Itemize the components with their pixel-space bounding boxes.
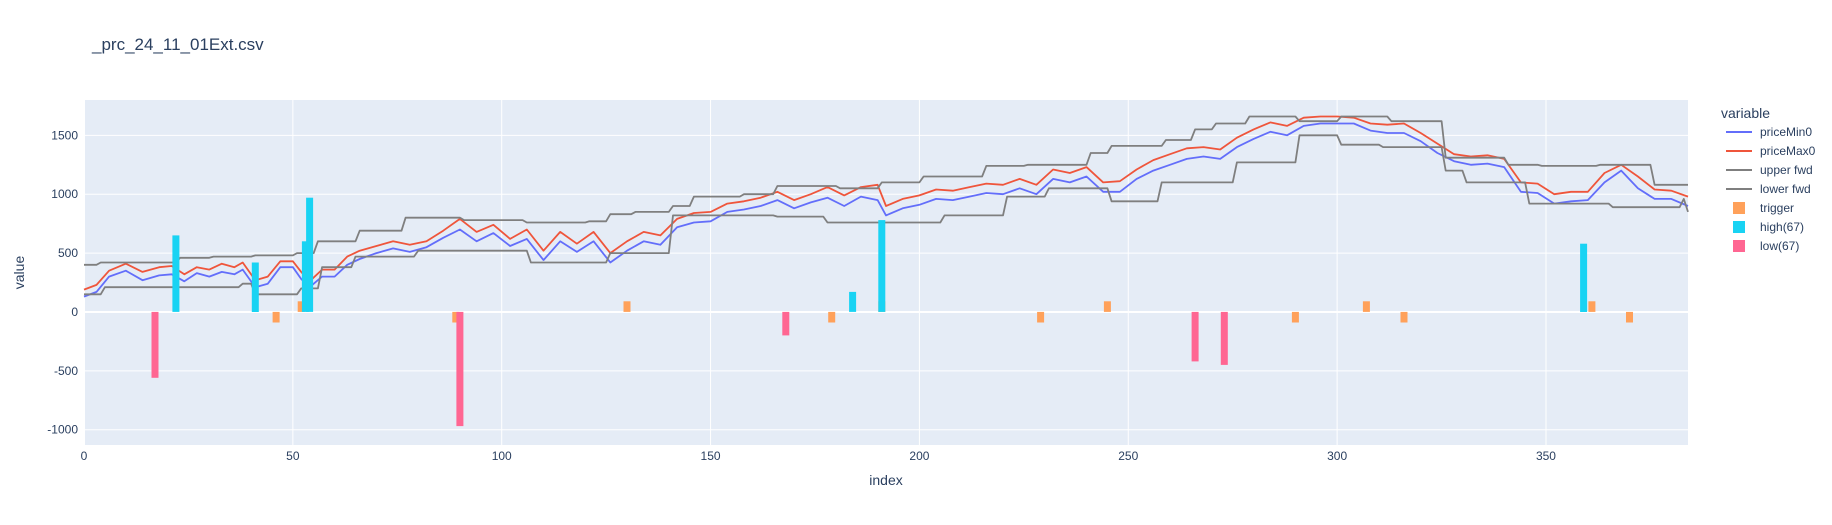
legend-label: trigger (1760, 201, 1794, 215)
x-tick-label: 200 (909, 449, 929, 463)
bar-trigger (272, 311, 280, 323)
legend-label: lower fwd (1760, 182, 1811, 196)
legend-item-pricemin0[interactable]: priceMin0 (1726, 125, 1812, 139)
legend-item-low-67[interactable]: low(67) (1733, 239, 1799, 253)
bar-trigger (1291, 311, 1299, 323)
plot-background (84, 100, 1688, 445)
legend-label: priceMin0 (1760, 125, 1812, 139)
x-tick-label: 250 (1118, 449, 1138, 463)
bar-trigger (1588, 301, 1596, 312)
x-tick-label: 0 (81, 449, 88, 463)
bar-trigger (1400, 311, 1408, 323)
bar-low-67 (782, 311, 790, 336)
bar-high-67 (306, 197, 314, 312)
series-line-lower-fwd (84, 134, 1689, 296)
bar-high-67 (172, 235, 180, 312)
legend-swatch (1733, 221, 1745, 233)
bar-high-67 (849, 291, 857, 312)
bar-high-67 (251, 262, 259, 312)
bar-trigger (452, 311, 460, 323)
y-tick-label: 0 (71, 305, 78, 319)
legend-title: variable (1721, 105, 1770, 121)
x-axis-title: index (869, 472, 902, 488)
legend-item-upper-fwd[interactable]: upper fwd (1726, 163, 1813, 177)
legend-label: low(67) (1760, 239, 1799, 253)
plot-area (83, 100, 1689, 445)
series-line-upper-fwd (84, 115, 1688, 266)
legend-label: high(67) (1760, 220, 1804, 234)
bar-low-67 (151, 311, 159, 378)
legend-label: priceMax0 (1760, 144, 1816, 158)
bar-trigger (623, 301, 631, 312)
legend-item-pricemax0[interactable]: priceMax0 (1726, 144, 1816, 158)
legend-swatch (1733, 240, 1745, 252)
x-tick-label: 50 (286, 449, 300, 463)
legend[interactable]: variable priceMin0 priceMax0 upper fwd lowe… (1721, 105, 1816, 253)
bar-high-67 (878, 220, 886, 312)
y-tick-label: 1000 (51, 187, 78, 201)
bar-high-67 (301, 241, 309, 312)
x-tick-label: 100 (492, 449, 512, 463)
bar-high-67 (1580, 243, 1588, 312)
series-line-pricemin0 (83, 122, 1689, 298)
chart-title: _prc_24_11_01Ext.csv (91, 35, 264, 54)
bar-trigger (1103, 301, 1111, 312)
legend-item-high-67[interactable]: high(67) (1733, 220, 1804, 234)
legend-swatch (1733, 202, 1745, 214)
legend-item-trigger[interactable]: trigger (1733, 201, 1794, 215)
series-line-pricemax0 (83, 115, 1689, 291)
y-tick-label: -1000 (47, 423, 78, 437)
bar-low-67 (1220, 311, 1228, 365)
bar-low-67 (1191, 311, 1199, 362)
bar-trigger (1626, 311, 1633, 323)
y-tick-label: 1500 (51, 128, 78, 142)
y-axis-title: value (11, 256, 27, 290)
legend-label: upper fwd (1760, 163, 1813, 177)
y-tick-label: -500 (54, 364, 78, 378)
legend-item-lower-fwd[interactable]: lower fwd (1726, 182, 1811, 196)
bar-low-67 (456, 311, 464, 427)
bar-trigger (297, 301, 305, 312)
y-tick-label: 500 (58, 246, 78, 260)
bar-trigger (1362, 301, 1370, 312)
bar-trigger (1037, 311, 1045, 323)
x-tick-label: 150 (701, 449, 721, 463)
x-tick-label: 350 (1536, 449, 1556, 463)
x-tick-label: 300 (1327, 449, 1347, 463)
bar-trigger (828, 311, 836, 323)
